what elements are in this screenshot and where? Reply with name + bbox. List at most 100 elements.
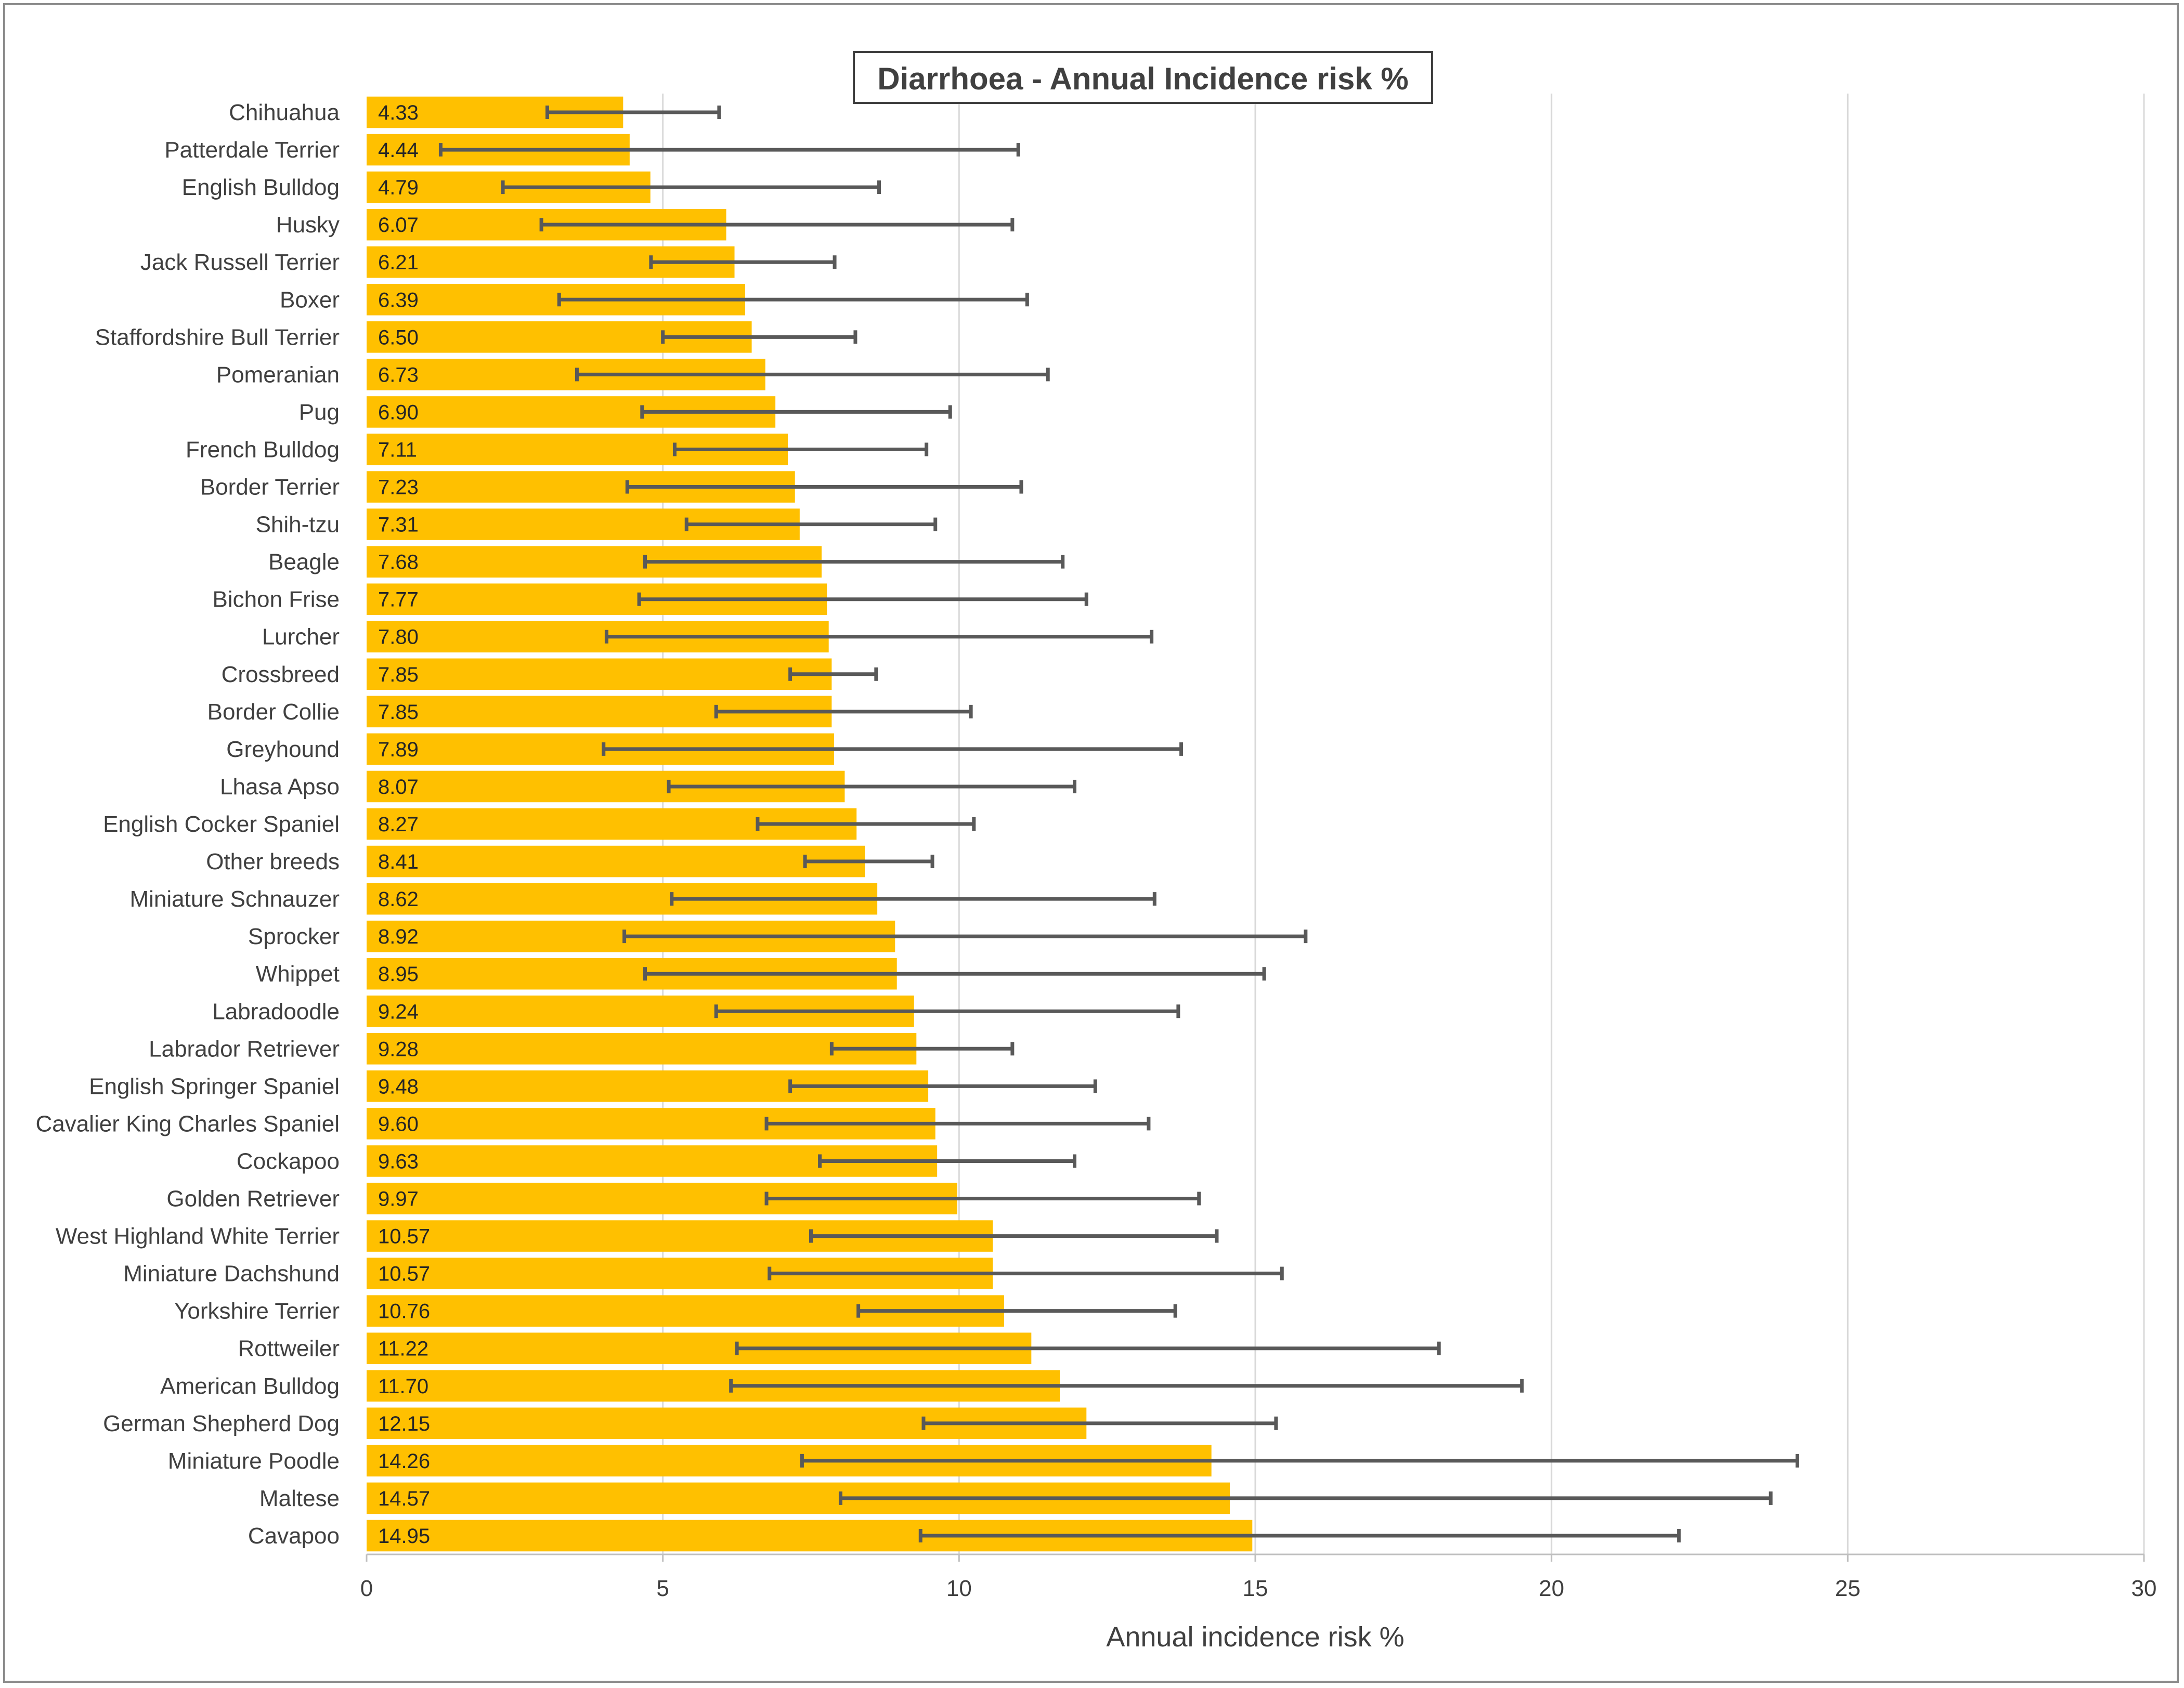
category-label: Lhasa Apso	[220, 774, 340, 800]
error-bar	[735, 1341, 1441, 1355]
data-label: 10.76	[378, 1300, 430, 1323]
data-label: 14.26	[378, 1450, 430, 1473]
data-label: 7.11	[378, 438, 417, 461]
category-label: Patterdale Terrier	[164, 137, 340, 163]
category-label: Miniature Dachshund	[123, 1261, 340, 1287]
error-bar	[649, 255, 837, 269]
category-label: Maltese	[259, 1486, 340, 1511]
data-label: 9.48	[378, 1075, 419, 1098]
category-label: Rottweiler	[238, 1336, 340, 1362]
error-bar	[714, 1004, 1180, 1018]
data-label: 9.60	[378, 1113, 419, 1135]
error-bar	[643, 967, 1266, 981]
error-bar	[684, 517, 938, 531]
data-label: 9.97	[378, 1188, 419, 1211]
data-label: 11.70	[378, 1375, 428, 1398]
error-bar	[667, 779, 1077, 793]
error-bar	[622, 930, 1308, 944]
category-label: Yorkshire Terrier	[174, 1299, 340, 1324]
error-bar	[501, 180, 881, 194]
chart-frame	[3, 3, 2179, 1683]
data-label: 7.77	[378, 588, 419, 611]
category-label: English Cocker Spaniel	[103, 812, 340, 837]
data-label: 6.73	[378, 363, 419, 386]
data-label: 8.07	[378, 776, 419, 799]
error-bar	[539, 218, 1015, 232]
category-label: Border Terrier	[200, 475, 340, 500]
category-label: American Bulldog	[160, 1373, 340, 1399]
chart-title-box	[853, 51, 1433, 104]
category-label: Shih-tzu	[256, 512, 340, 538]
data-label: 14.95	[378, 1525, 430, 1548]
category-label: Husky	[276, 212, 340, 238]
category-label: West Highland White Terrier	[56, 1224, 340, 1249]
error-bar	[729, 1379, 1524, 1393]
data-label: 9.28	[378, 1038, 419, 1061]
data-label: 4.33	[378, 101, 419, 124]
data-label: 7.85	[378, 663, 419, 686]
data-label: 9.24	[378, 1000, 419, 1023]
error-bar	[764, 1117, 1151, 1131]
category-label: Golden Retriever	[166, 1186, 340, 1212]
data-label: 11.22	[378, 1338, 428, 1360]
error-bar	[545, 106, 721, 120]
category-label: Cockapoo	[237, 1148, 340, 1174]
error-bar	[818, 1154, 1077, 1168]
error-bar	[803, 855, 934, 869]
x-tick-label: 25	[1835, 1576, 1861, 1601]
data-label: 4.44	[378, 139, 419, 162]
error-bar	[625, 480, 1023, 494]
x-tick-label: 20	[1539, 1576, 1564, 1601]
data-label: 8.41	[378, 850, 419, 873]
error-bar	[768, 1266, 1284, 1280]
category-label: Labradoodle	[212, 999, 340, 1024]
category-label: Chihuahua	[229, 100, 340, 125]
error-bar	[557, 293, 1029, 307]
chart-title: Diarrhoea - Annual Incidence risk %	[877, 61, 1408, 96]
x-tick-label: 10	[946, 1576, 972, 1601]
x-axis: 0 5 10 15 20 25 30	[360, 1553, 2157, 1601]
category-label: Greyhound	[226, 737, 340, 762]
data-label: 7.31	[378, 514, 419, 537]
data-labels: 4.33 4.44 4.79 6.07 6.21 6.39 6.50 6.73 6.90 7.11…	[378, 101, 430, 1548]
error-bar	[856, 1304, 1177, 1318]
data-label: 6.39	[378, 289, 419, 311]
category-label: Boxer	[280, 287, 340, 312]
x-tick-label: 5	[656, 1576, 669, 1601]
data-label: 10.57	[378, 1225, 430, 1248]
error-bar	[921, 1416, 1278, 1430]
error-bar	[764, 1192, 1201, 1206]
error-bar	[637, 592, 1088, 606]
category-label: Cavapoo	[248, 1523, 340, 1549]
data-label: 9.63	[378, 1150, 419, 1173]
category-label: Pug	[299, 399, 340, 425]
category-label: Miniature Schnauzer	[129, 886, 340, 912]
error-bar	[602, 742, 1184, 756]
data-label: 8.95	[378, 963, 419, 986]
error-bar	[788, 1079, 1097, 1093]
error-bar	[918, 1528, 1681, 1542]
data-label: 7.23	[378, 476, 419, 499]
data-label: 8.27	[378, 813, 419, 836]
category-labels: Chihuahua Patterdale Terrier English Bulld…	[35, 100, 340, 1549]
data-label: 6.50	[378, 326, 419, 349]
category-label: Labrador Retriever	[149, 1036, 340, 1062]
data-label: 14.57	[378, 1487, 430, 1510]
category-label: Jack Russell Terrier	[140, 250, 340, 275]
error-bar	[672, 442, 929, 456]
category-label: French Bulldog	[186, 437, 340, 462]
x-tick-label: 30	[2131, 1576, 2157, 1601]
category-label: Sprocker	[248, 924, 340, 949]
error-bars	[438, 106, 1799, 1542]
category-label: Crossbreed	[222, 662, 340, 687]
x-axis-title: Annual incidence risk %	[1106, 1621, 1404, 1653]
category-label: Whippet	[256, 961, 340, 987]
error-bar	[661, 330, 857, 344]
category-label: Lurcher	[262, 624, 340, 650]
x-tick-label: 0	[360, 1576, 373, 1601]
data-label: 6.07	[378, 214, 419, 237]
data-label: 7.68	[378, 551, 419, 574]
data-label: 6.21	[378, 251, 419, 274]
error-bar	[643, 555, 1065, 569]
